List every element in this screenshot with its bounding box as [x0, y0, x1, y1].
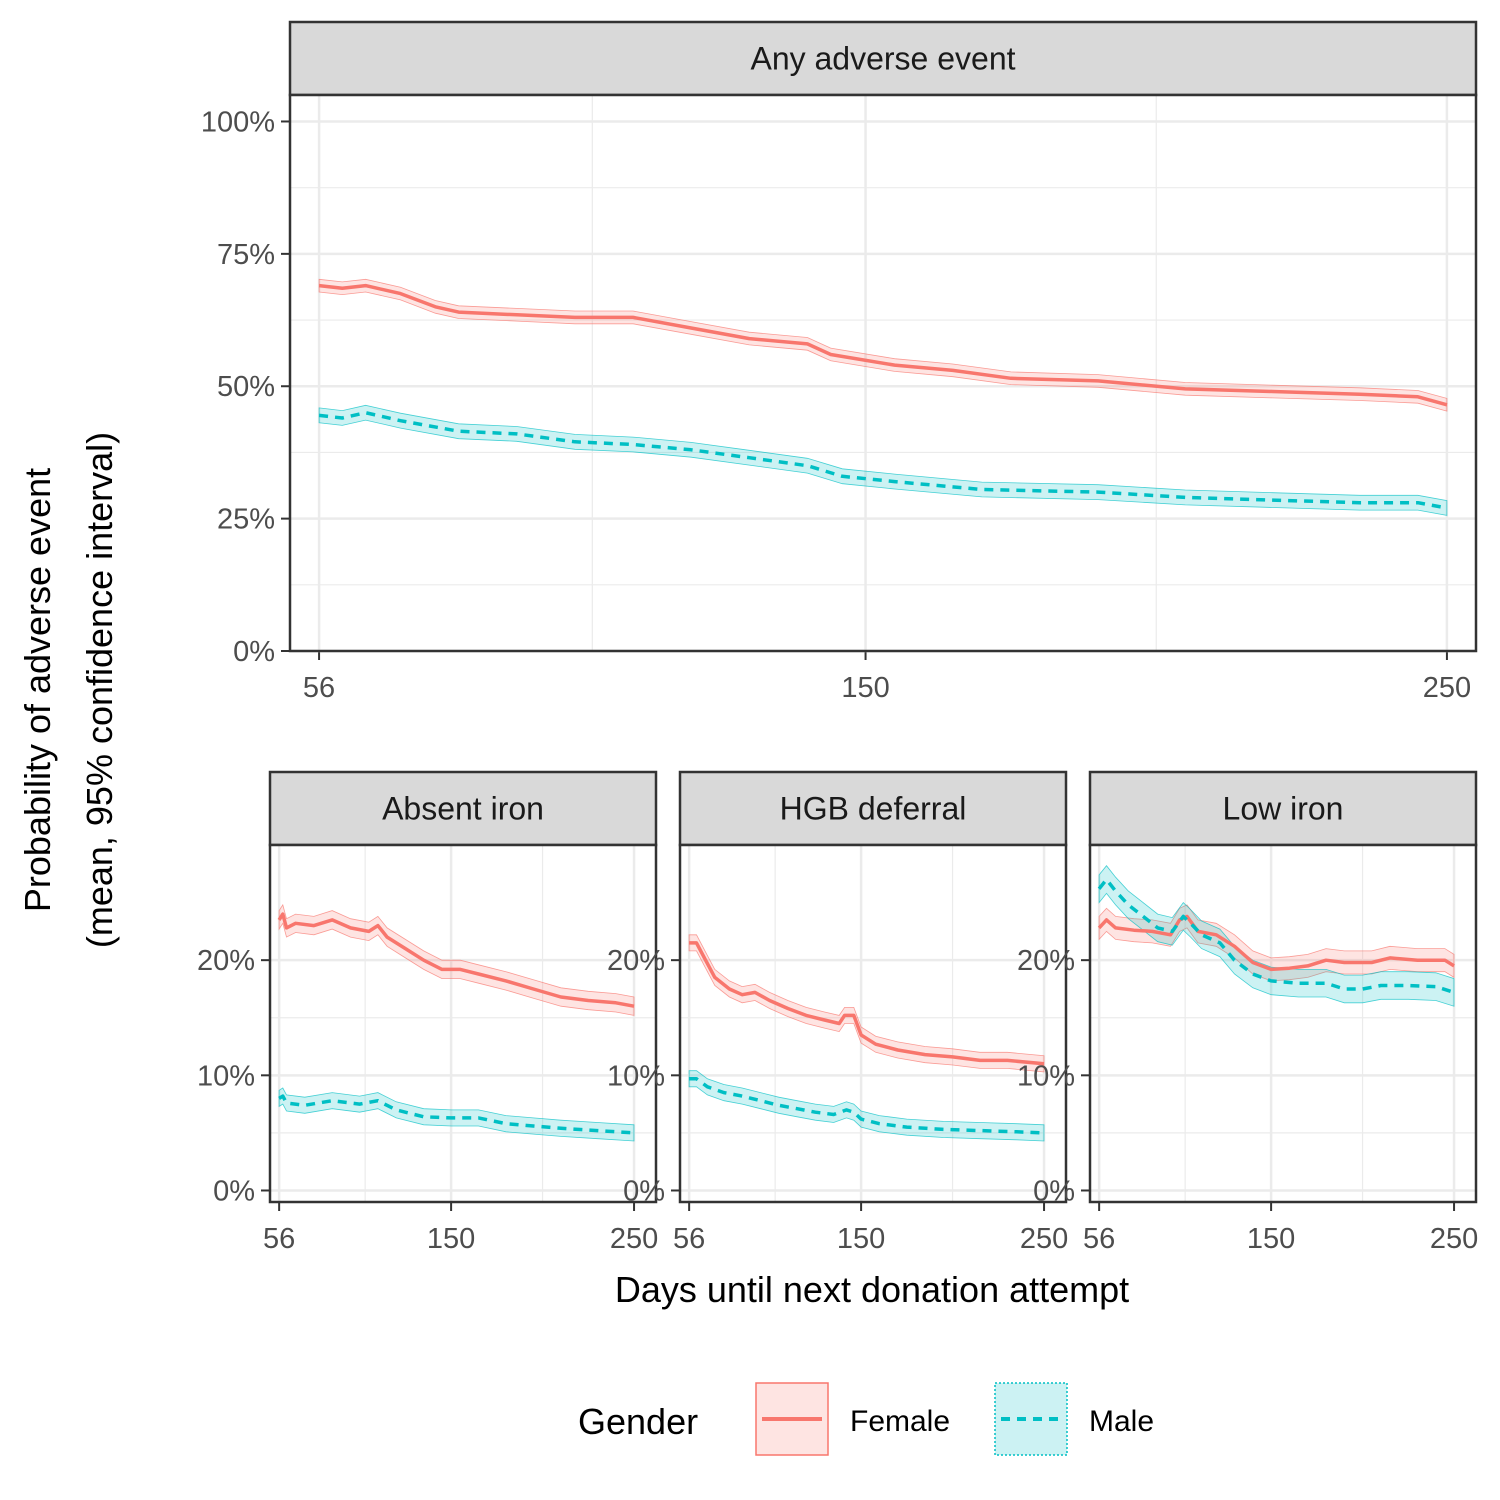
y-tick-label: 0% [233, 636, 275, 668]
panel-border-any-adverse-event [288, 93, 1478, 653]
ci-ribbon-male-any-adverse-event [318, 404, 1448, 516]
x-tick-label: 56 [1083, 1223, 1115, 1255]
series-line-male-any-adverse-event [318, 410, 1448, 510]
legend-title: Gender [578, 1401, 698, 1442]
strip-absent-iron [268, 770, 658, 847]
y-tick-label: 0% [213, 1175, 255, 1207]
panel-border-hgb-deferral [678, 843, 1068, 1204]
x-tick-label: 56 [303, 672, 335, 704]
legend: Gender Female Male [578, 1382, 1154, 1456]
y-tick-label: 0% [623, 1175, 665, 1207]
ci-ribbon-female-any-adverse-event [318, 278, 1448, 412]
x-tick-label: 150 [837, 1223, 885, 1255]
legend-label-male: Male [1089, 1405, 1154, 1438]
x-tick-label: 250 [1430, 1223, 1478, 1255]
series-line-female-hgb-deferral [689, 941, 1045, 1066]
series-line-female-low-iron [1097, 914, 1455, 972]
series-line-female-any-adverse-event [318, 283, 1448, 407]
strip-any-adverse-event [288, 20, 1478, 97]
x-tick-label: 150 [841, 672, 889, 704]
panel-absent-iron: Absent iron 56 150 250 0% 10% 20% [197, 770, 658, 1255]
y-axis-title-line2: (mean, 95% confidence interval) [79, 432, 120, 948]
x-axis-title: Days until next donation attempt [615, 1269, 1129, 1310]
panel-hgb-deferral: HGB deferral 56 150 250 0% 10% 20% [607, 770, 1068, 1255]
x-tick-label: 150 [1247, 1223, 1295, 1255]
x-tick-label: 250 [1423, 672, 1471, 704]
y-tick-label: 50% [217, 371, 275, 403]
facet-panels: Any adverse event 56 150 250 0% 25% 50% 75% 100%… [197, 20, 1478, 1255]
strip-low-iron [1088, 770, 1478, 847]
strip-hgb-deferral [678, 770, 1068, 847]
y-tick-label: 10% [607, 1060, 665, 1092]
x-tick-label: 150 [427, 1223, 475, 1255]
y-tick-label: 100% [201, 106, 275, 138]
x-tick-label: 56 [263, 1223, 295, 1255]
panel-bg-absent-iron [270, 845, 656, 1202]
strip-label-hgb-deferral: HGB deferral [780, 791, 967, 827]
y-tick-label: 10% [1017, 1060, 1075, 1092]
panel-bg-low-iron [1090, 845, 1476, 1202]
panel-border-low-iron [1088, 843, 1478, 1204]
legend-label-female: Female [850, 1405, 950, 1438]
x-tick-label: 250 [1020, 1223, 1068, 1255]
ci-ribbon-male-hgb-deferral [688, 1070, 1045, 1142]
x-tick-label: 56 [673, 1223, 705, 1255]
y-tick-label: 10% [197, 1060, 255, 1092]
y-axis-title-line1: Probability of adverse event [17, 468, 58, 912]
strip-label-low-iron: Low iron [1223, 791, 1344, 827]
panel-bg-any-adverse-event [290, 95, 1476, 651]
y-tick-label: 20% [1017, 945, 1075, 977]
series-line-male-low-iron [1097, 877, 1455, 995]
panel-any-adverse-event: Any adverse event 56 150 250 0% 25% 50% 75% 100% [201, 20, 1478, 704]
strip-label-any-adverse-event: Any adverse event [750, 41, 1015, 77]
series-line-female-absent-iron [277, 912, 635, 1008]
panel-low-iron: Low iron 56 150 250 0% 10% 20% [1017, 770, 1478, 1255]
strip-label-absent-iron: Absent iron [382, 791, 544, 827]
panel-border-absent-iron [268, 843, 658, 1204]
series-line-male-absent-iron [278, 1094, 635, 1135]
y-tick-label: 25% [217, 504, 275, 536]
y-tick-label: 75% [217, 239, 275, 271]
y-tick-label: 0% [1033, 1175, 1075, 1207]
ci-ribbon-female-hgb-deferral [688, 934, 1045, 1073]
x-tick-label: 250 [610, 1223, 658, 1255]
series-line-male-hgb-deferral [689, 1077, 1045, 1135]
panel-bg-hgb-deferral [680, 845, 1066, 1202]
y-tick-label: 20% [607, 945, 665, 977]
y-tick-label: 20% [197, 945, 255, 977]
